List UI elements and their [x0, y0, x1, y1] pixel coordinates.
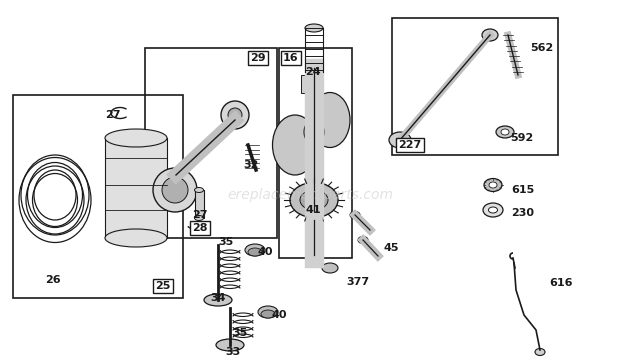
Bar — [105, 138, 167, 238]
Ellipse shape — [245, 244, 265, 256]
Ellipse shape — [204, 294, 232, 306]
Text: 29: 29 — [250, 53, 266, 63]
Text: 377: 377 — [346, 277, 369, 287]
Ellipse shape — [195, 188, 203, 192]
Ellipse shape — [322, 263, 338, 273]
Ellipse shape — [248, 248, 262, 256]
Text: 35: 35 — [218, 237, 233, 247]
Ellipse shape — [305, 24, 323, 32]
Text: 32: 32 — [243, 160, 259, 170]
Ellipse shape — [482, 29, 498, 41]
Bar — [279, 48, 352, 258]
Ellipse shape — [105, 229, 167, 247]
Bar — [145, 48, 277, 238]
Ellipse shape — [304, 119, 324, 144]
Ellipse shape — [489, 207, 497, 213]
Circle shape — [228, 108, 242, 122]
Text: 16: 16 — [283, 53, 299, 63]
Text: 592: 592 — [510, 133, 533, 143]
Text: 25: 25 — [156, 281, 171, 291]
Ellipse shape — [496, 126, 514, 138]
Ellipse shape — [300, 190, 328, 210]
Bar — [392, 18, 558, 155]
Text: 28: 28 — [192, 223, 208, 233]
Text: 40: 40 — [258, 247, 273, 257]
Text: 26: 26 — [45, 275, 61, 285]
Circle shape — [221, 101, 249, 129]
Text: 34: 34 — [210, 293, 226, 303]
Text: 40: 40 — [272, 310, 288, 320]
Text: 41: 41 — [306, 205, 322, 215]
Circle shape — [153, 168, 197, 212]
Text: 227: 227 — [399, 140, 422, 150]
Text: 24: 24 — [305, 67, 321, 77]
Text: 33: 33 — [225, 347, 241, 357]
Text: ereplacementparts.com: ereplacementparts.com — [227, 188, 393, 202]
Text: 45: 45 — [383, 243, 399, 253]
Ellipse shape — [484, 179, 502, 192]
Ellipse shape — [216, 339, 244, 351]
Circle shape — [162, 177, 188, 203]
Ellipse shape — [358, 237, 368, 244]
Ellipse shape — [273, 115, 317, 175]
Text: 562: 562 — [530, 43, 553, 53]
Ellipse shape — [310, 93, 350, 147]
Bar — [301, 75, 307, 93]
Ellipse shape — [350, 212, 360, 219]
Ellipse shape — [261, 310, 275, 318]
Ellipse shape — [195, 216, 203, 220]
Ellipse shape — [483, 203, 503, 217]
Text: 230: 230 — [511, 208, 534, 218]
Text: 27: 27 — [192, 210, 208, 220]
Ellipse shape — [105, 129, 167, 147]
Ellipse shape — [389, 132, 411, 148]
Text: 27: 27 — [105, 110, 120, 120]
Ellipse shape — [258, 306, 278, 318]
Text: 35: 35 — [232, 328, 247, 338]
Ellipse shape — [489, 182, 497, 188]
Ellipse shape — [535, 348, 545, 355]
Bar — [195, 190, 204, 218]
Text: 615: 615 — [511, 185, 534, 195]
Ellipse shape — [290, 183, 338, 217]
Bar — [13, 95, 183, 298]
Ellipse shape — [501, 129, 509, 135]
Text: 616: 616 — [549, 278, 572, 288]
